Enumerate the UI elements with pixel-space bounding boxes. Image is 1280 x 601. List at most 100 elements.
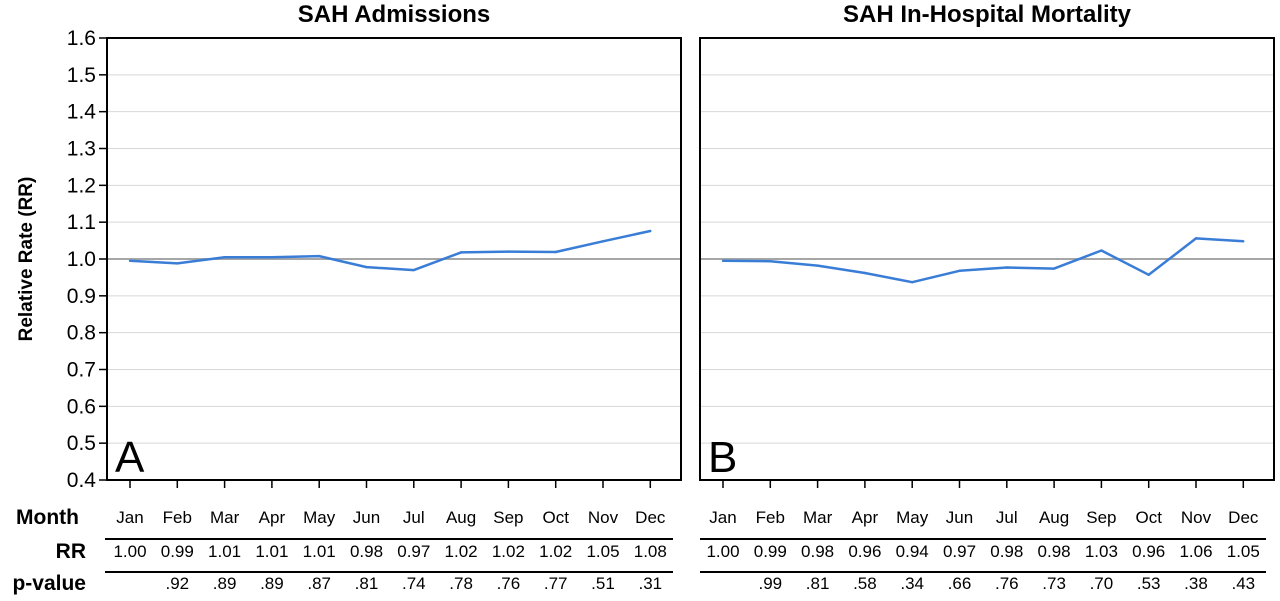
- month-label: Feb: [163, 508, 192, 527]
- plot-frame: [106, 37, 682, 481]
- data-point: [270, 255, 274, 259]
- y-tick-label: 0.9: [67, 285, 96, 308]
- data-point: [318, 254, 321, 258]
- rr-value: 1.02: [445, 542, 478, 561]
- y-tick-label: 1.0: [67, 248, 96, 271]
- month-label: Jan: [709, 508, 736, 527]
- data-point: [1005, 266, 1008, 269]
- rr-value: 1.03: [1085, 542, 1118, 561]
- plot-frame: [699, 37, 1275, 481]
- p-value: .38: [1184, 574, 1208, 593]
- data-point: [128, 259, 132, 263]
- month-label: Dec: [635, 508, 666, 527]
- data-point: [816, 264, 819, 267]
- data-point: [459, 251, 463, 254]
- p-value: .87: [307, 574, 331, 593]
- data-point: [958, 269, 961, 272]
- p-value: .89: [213, 574, 237, 593]
- y-tick-label: 1.1: [67, 211, 96, 234]
- panel-letter: A: [115, 433, 145, 482]
- y-tick-label: 1.3: [67, 138, 96, 161]
- month-label: Nov: [588, 508, 619, 527]
- rr-value: 0.96: [1132, 542, 1165, 561]
- data-point: [1147, 273, 1150, 277]
- rr-value: 0.98: [990, 542, 1023, 561]
- panel-letter: B: [708, 433, 737, 482]
- row-header-p-value: p-value: [12, 572, 86, 595]
- p-value: .74: [402, 574, 426, 593]
- rr-value: 1.02: [492, 542, 525, 561]
- y-tick-label: 0.7: [67, 359, 96, 382]
- month-label: Jul: [996, 508, 1018, 527]
- month-label: Mar: [803, 508, 833, 527]
- p-value: .70: [1090, 574, 1114, 593]
- rr-value: 1.05: [586, 542, 619, 561]
- p-value: .76: [497, 574, 521, 593]
- data-point: [649, 229, 652, 233]
- month-label: May: [896, 508, 929, 527]
- rr-value: 0.99: [754, 542, 787, 561]
- p-value: .34: [900, 574, 924, 593]
- rr-value: 1.02: [539, 542, 572, 561]
- data-point: [176, 262, 179, 265]
- data-point: [1100, 249, 1103, 252]
- month-label: Oct: [1135, 508, 1162, 527]
- rr-value: 1.01: [208, 542, 241, 561]
- p-value: .58: [853, 574, 877, 593]
- p-value: .92: [165, 574, 189, 593]
- data-point: [1242, 240, 1245, 243]
- p-value: .81: [806, 574, 830, 593]
- p-value: .76: [995, 574, 1019, 593]
- data-point: [223, 255, 226, 259]
- data-point: [412, 268, 415, 272]
- month-label: Mar: [210, 508, 240, 527]
- month-label: Aug: [1039, 508, 1069, 527]
- data-point: [1052, 267, 1056, 270]
- rr-value: 0.99: [161, 542, 194, 561]
- p-value: .81: [355, 574, 379, 593]
- p-value: .31: [638, 574, 662, 593]
- rr-value: 0.98: [801, 542, 834, 561]
- p-value: .66: [948, 574, 972, 593]
- y-tick-label: 0.4: [67, 469, 97, 492]
- rr-value: 0.98: [1038, 542, 1071, 561]
- y-tick-label: 0.6: [67, 395, 96, 418]
- month-label: Sep: [1086, 508, 1116, 527]
- data-point: [769, 260, 772, 263]
- p-value: .78: [449, 574, 473, 593]
- month-label: Jul: [403, 508, 425, 527]
- p-value: .73: [1042, 574, 1066, 593]
- y-tick-label: 1.6: [67, 27, 96, 50]
- rr-value: 1.08: [634, 542, 667, 561]
- chart-title: SAH Admissions: [298, 1, 490, 28]
- series-line: [722, 237, 1244, 284]
- p-value: .99: [758, 574, 782, 593]
- month-label: May: [303, 508, 336, 527]
- data-point: [721, 259, 725, 263]
- rr-value: 1.00: [706, 542, 739, 561]
- row-header-month: Month: [16, 506, 79, 529]
- month-label: Aug: [446, 508, 476, 527]
- y-tick-label: 0.8: [67, 322, 96, 345]
- month-label: Oct: [542, 508, 569, 527]
- p-value: .53: [1137, 574, 1161, 593]
- y-tick-label: 1.5: [67, 64, 96, 87]
- month-label: Nov: [1181, 508, 1212, 527]
- month-label: Dec: [1228, 508, 1259, 527]
- month-label: Jun: [946, 508, 973, 527]
- y-tick-label: 1.2: [67, 174, 96, 197]
- month-label: Sep: [493, 508, 523, 527]
- month-label: Apr: [259, 508, 286, 527]
- data-point: [601, 240, 605, 243]
- p-value: .77: [544, 574, 568, 593]
- rr-value: 1.05: [1227, 542, 1260, 561]
- rr-value: 0.97: [943, 542, 976, 561]
- month-label: Jun: [353, 508, 380, 527]
- p-value: .51: [591, 574, 615, 593]
- rr-value: 0.96: [848, 542, 881, 561]
- month-label: Feb: [756, 508, 785, 527]
- y-tick-label: 1.4: [67, 101, 97, 124]
- rr-value: 0.94: [896, 542, 929, 561]
- month-label: Apr: [852, 508, 879, 527]
- data-point: [554, 250, 557, 254]
